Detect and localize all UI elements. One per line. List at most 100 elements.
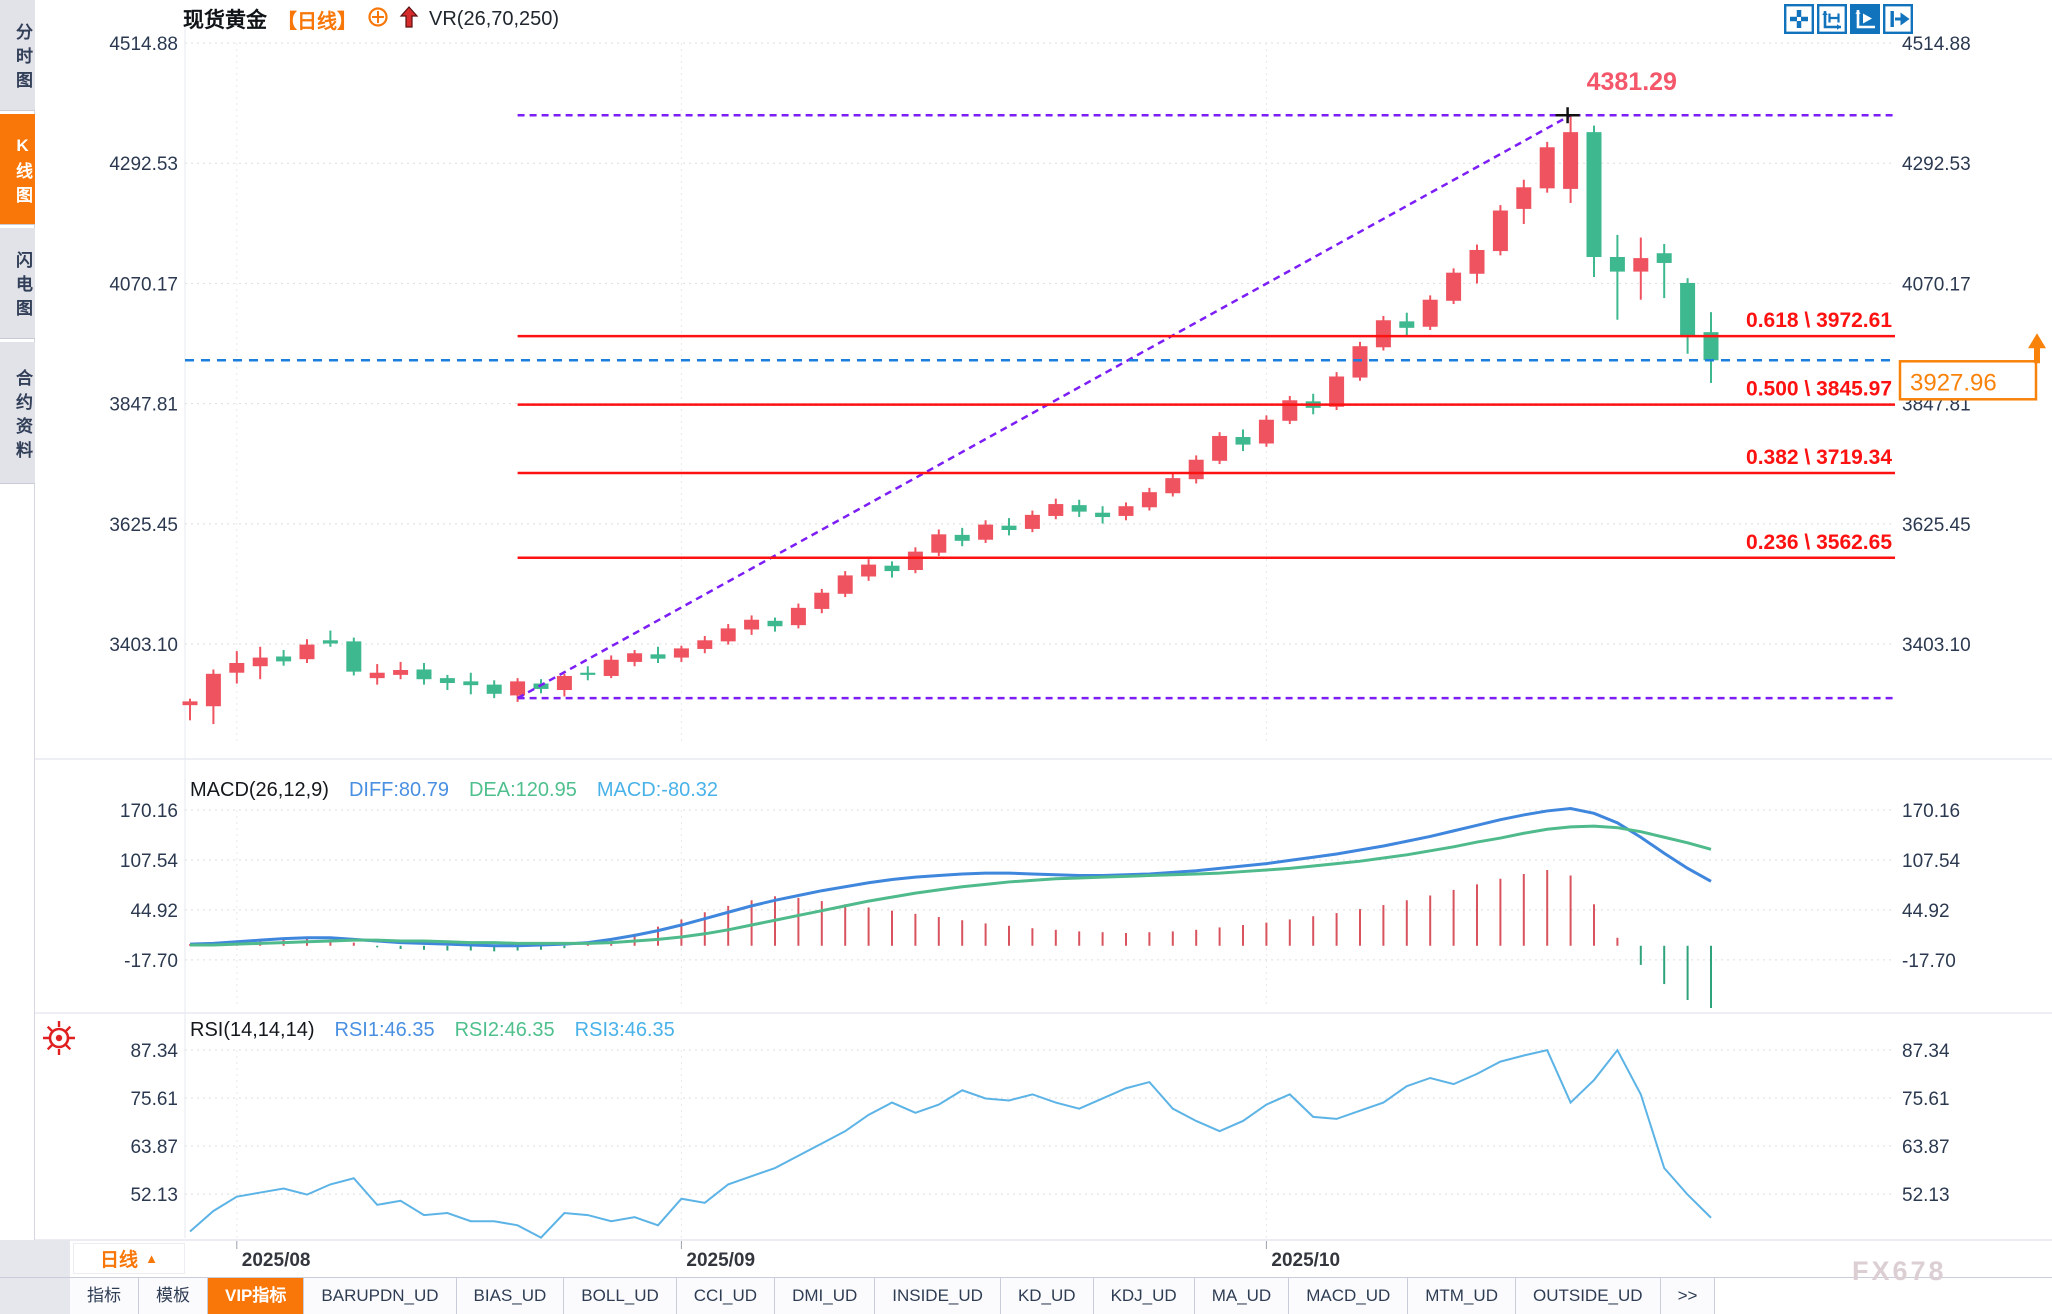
tab-10[interactable]: KDJ_UD	[1093, 1278, 1195, 1314]
macd-axis-label-right: 170.16	[1902, 801, 1960, 822]
macd-axis-label-left: 170.16	[120, 801, 178, 822]
candle-body	[229, 662, 245, 673]
candle-body	[1352, 346, 1368, 378]
candle-body	[322, 640, 338, 644]
date-label: 2025/08	[242, 1250, 311, 1271]
rsi2-value: RSI2:46.35	[454, 1019, 555, 1041]
candle-body	[627, 653, 643, 662]
tab-1[interactable]: 模板	[139, 1278, 208, 1314]
candle-body	[1680, 282, 1696, 338]
chart-canvas[interactable]: 4514.88 4514.88 4292.53 4292.53 4070.17 4070.…	[0, 0, 2052, 1277]
candle-body	[1633, 258, 1649, 272]
tab-12[interactable]: MACD_UD	[1289, 1278, 1409, 1314]
peak-cross-marker	[1555, 107, 1580, 124]
candle-body	[603, 659, 619, 676]
main-axis-label-right: 3403.10	[1902, 635, 1971, 656]
candle-body	[1563, 132, 1579, 189]
period-tag: 【日线】	[277, 10, 357, 33]
candle-body	[1188, 459, 1204, 480]
chart-header: 现货黄金 【日线】 VR(26,70,250)	[183, 4, 559, 34]
watermark: FX678	[1852, 1256, 1947, 1286]
target-icon[interactable]	[367, 6, 389, 33]
fib-label: 0.382 \ 3719.34	[1746, 446, 1892, 469]
tab-7[interactable]: DMI_UD	[775, 1278, 876, 1314]
candle-body	[1422, 299, 1438, 327]
tab-11[interactable]: MA_UD	[1194, 1278, 1290, 1314]
candle-body	[1258, 419, 1274, 444]
tab-5[interactable]: BOLL_UD	[564, 1278, 677, 1314]
price-up-arrow-icon	[2028, 333, 2046, 364]
candle-body	[416, 669, 432, 680]
candle-body	[1165, 478, 1181, 494]
tab-6[interactable]: CCI_UD	[676, 1278, 776, 1314]
up-arrow-icon[interactable]	[399, 5, 419, 34]
macd-dea-line	[190, 824, 1712, 947]
candle-body	[393, 670, 409, 675]
macd-legend: MACD(26,12,9) DIFF:80.79 DEA:120.95 MACD…	[190, 779, 718, 802]
candle-body	[1071, 505, 1087, 512]
candle-body	[580, 672, 596, 675]
tab-8[interactable]: INSIDE_UD	[875, 1278, 1001, 1314]
sidebar-item-2[interactable]: 闪电图	[0, 228, 35, 339]
candle-body	[1516, 187, 1532, 209]
candle-body	[697, 640, 713, 649]
tab-9[interactable]: KD_UD	[1000, 1278, 1094, 1314]
macd-axis-label-right: 44.92	[1902, 901, 1950, 922]
candle-body	[884, 565, 900, 572]
candle-body	[1375, 320, 1391, 348]
tab-0[interactable]: 指标	[70, 1278, 139, 1314]
tab-4[interactable]: BIAS_UD	[456, 1278, 565, 1314]
macd-axis-label-left: 107.54	[120, 851, 179, 872]
candle-body	[1469, 249, 1485, 274]
candle-body	[556, 675, 572, 691]
fit-axis-tool-icon[interactable]	[1817, 4, 1847, 34]
main-axis-label-left: 3625.45	[109, 515, 178, 536]
trend-diagonal-line	[516, 114, 1572, 700]
sidebar-item-3[interactable]: 合约资料	[0, 342, 35, 484]
tab-14[interactable]: OUTSIDE_UD	[1515, 1278, 1661, 1314]
candle-body	[1048, 504, 1064, 516]
macd-dea-value: DEA:120.95	[468, 779, 577, 801]
candle-body	[1282, 400, 1298, 421]
alert-sun-icon[interactable]	[40, 1018, 78, 1063]
crosshair-tool-icon[interactable]	[1784, 4, 1814, 34]
date-label: 2025/10	[1271, 1250, 1340, 1271]
sidebar-item-1[interactable]: K线图	[0, 114, 35, 225]
peak-price-label: 4381.29	[1587, 68, 1677, 96]
candle-body	[205, 673, 221, 707]
candle-body	[1399, 321, 1415, 328]
tab-2[interactable]: VIP指标	[208, 1278, 305, 1314]
tab-3[interactable]: BARUPDN_UD	[304, 1278, 457, 1314]
sidebar-item-0[interactable]: 分时图	[0, 0, 35, 111]
candle-body	[767, 620, 783, 627]
rsi-axis-label-left: 52.13	[130, 1185, 178, 1206]
rsi-axis-label-right: 87.34	[1902, 1041, 1950, 1062]
tab-15[interactable]: >>	[1660, 1278, 1716, 1314]
candle-body	[299, 644, 315, 660]
tab-13[interactable]: MTM_UD	[1408, 1278, 1516, 1314]
main-axis-label-right: 4514.88	[1902, 34, 1971, 55]
rsi-legend: RSI(14,14,14) RSI1:46.35 RSI2:46.35 RSI3…	[190, 1019, 675, 1042]
rsi-title: RSI(14,14,14)	[190, 1019, 315, 1041]
candle-body	[1539, 147, 1555, 189]
candle-body	[814, 592, 830, 609]
rsi3-value: RSI3:46.35	[574, 1019, 675, 1041]
candle-body	[1492, 210, 1508, 252]
candle-body	[837, 575, 853, 594]
candle-body	[744, 619, 760, 630]
main-axis-label-right: 4292.53	[1902, 154, 1971, 175]
candle-body	[369, 672, 385, 679]
candle-body	[954, 534, 970, 541]
main-axis-label-left: 3847.81	[109, 395, 178, 416]
candle-body	[720, 628, 736, 642]
period-selector-button[interactable]: 日线 ▲	[73, 1243, 185, 1274]
rsi-axis-label-right: 52.13	[1902, 1185, 1950, 1206]
macd-axis-label-right: -17.70	[1902, 951, 1956, 972]
auto-scroll-tool-icon[interactable]	[1850, 4, 1880, 34]
fib-label: 0.500 \ 3845.97	[1746, 378, 1892, 401]
page-right-tool-icon[interactable]	[1883, 4, 1913, 34]
candle-body	[907, 551, 923, 571]
candle-body	[1703, 332, 1719, 361]
rsi-axis-label-right: 63.87	[1902, 1137, 1950, 1158]
